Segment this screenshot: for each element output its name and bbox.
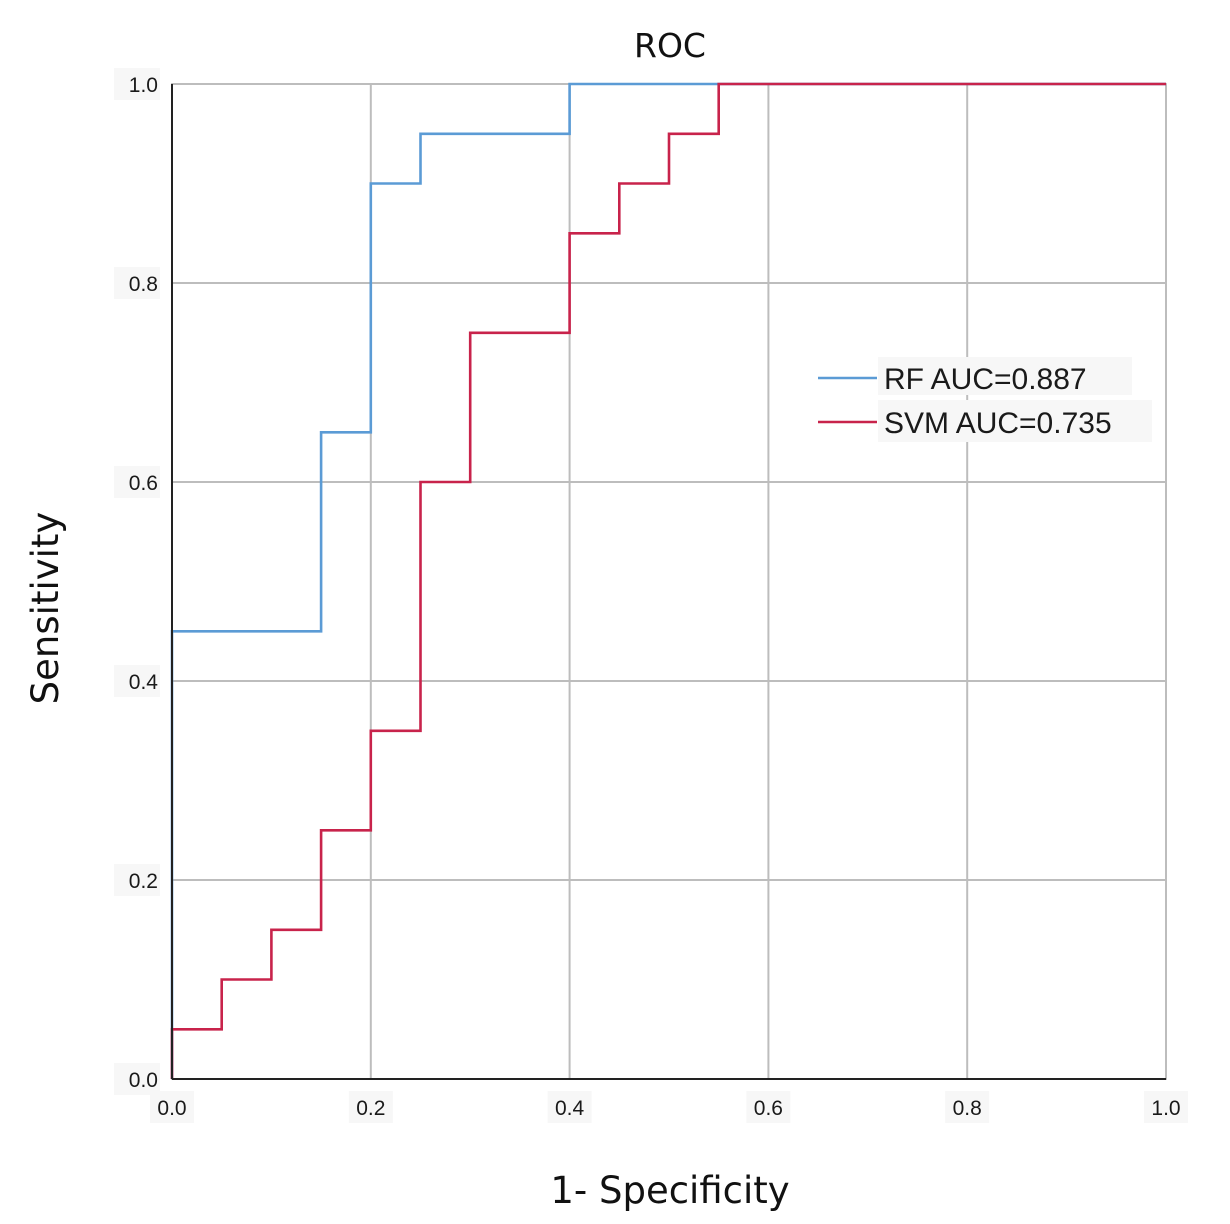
y-tick-label-0: 0.0 bbox=[129, 1069, 158, 1092]
y-tick-bg-4 bbox=[114, 267, 160, 299]
x-tick-label-5: 1.0 bbox=[1151, 1097, 1180, 1120]
x-tick-bg-2 bbox=[547, 1091, 592, 1123]
x-tick-bg-4 bbox=[945, 1091, 990, 1123]
x-tick-label-3: 0.6 bbox=[754, 1097, 783, 1120]
axes bbox=[171, 84, 1166, 1080]
legend: RF AUC=0.887 SVM AUC=0.735 bbox=[818, 357, 1152, 442]
legend-label-rf: RF AUC=0.887 bbox=[884, 363, 1087, 396]
y-tick-label-4: 0.8 bbox=[129, 273, 158, 296]
y-tick-bg-2 bbox=[114, 665, 160, 697]
y-tick-bg-5 bbox=[114, 68, 160, 100]
series-svm bbox=[170, 82, 1167, 1080]
y-tick-label-5: 1.0 bbox=[129, 74, 158, 97]
y-axis-label: Sensitivity bbox=[24, 512, 67, 705]
x-tick-label-4: 0.8 bbox=[953, 1097, 982, 1120]
y-tick-bg-1 bbox=[114, 864, 160, 896]
x-tick-bg-1 bbox=[348, 1091, 393, 1123]
y-tick-label-1: 0.2 bbox=[129, 870, 158, 893]
legend-label-bg-svm bbox=[878, 400, 1152, 442]
y-tick-label-3: 0.6 bbox=[129, 472, 158, 495]
chart-title: ROC bbox=[634, 26, 706, 65]
x-tick-bg-3 bbox=[746, 1091, 791, 1123]
y-tick-label-2: 0.4 bbox=[129, 671, 159, 694]
legend-label-bg-rf bbox=[878, 357, 1132, 395]
y-tick-bg-0 bbox=[114, 1063, 160, 1095]
y-tick-bg-3 bbox=[114, 466, 160, 498]
legend-label-svm: SVM AUC=0.735 bbox=[884, 407, 1112, 440]
x-axis-label: 1- Specificity bbox=[550, 1169, 789, 1212]
x-tick-label-1: 0.2 bbox=[356, 1097, 385, 1120]
x-tick-bg-0 bbox=[150, 1091, 194, 1123]
series-layer bbox=[170, 82, 1167, 1080]
x-tick-bg-5 bbox=[1144, 1091, 1188, 1123]
x-tick-label-0: 0.0 bbox=[157, 1097, 186, 1120]
tick-labels: 0.0 0.2 0.4 0.6 0.8 1.0 0.0 0.2 0.4 0.6 0.8 1.0 bbox=[114, 68, 1188, 1123]
x-tick-label-2: 0.4 bbox=[555, 1097, 585, 1120]
